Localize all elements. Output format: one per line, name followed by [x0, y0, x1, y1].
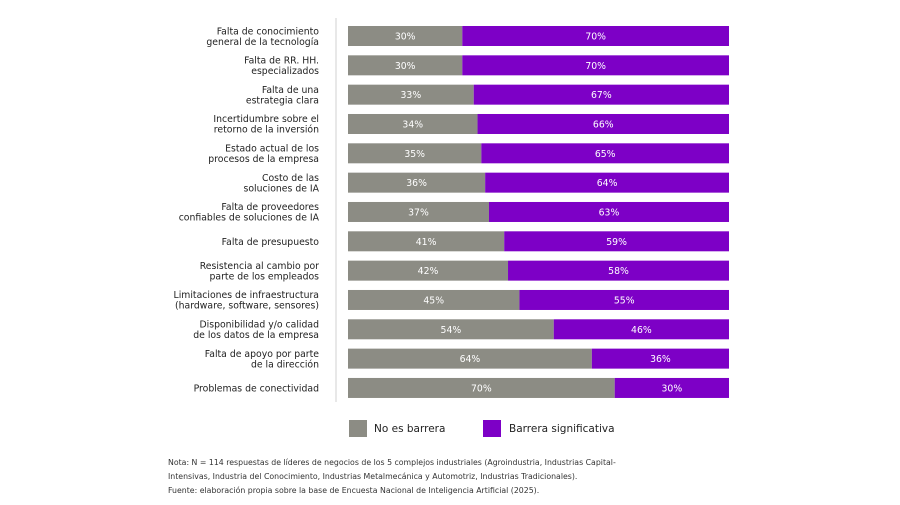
bar-no-es-barrera — [348, 113, 478, 134]
category-label: (hardware, software, sensores) — [175, 301, 319, 312]
data-label: 55% — [614, 295, 635, 306]
data-label: 66% — [593, 119, 614, 130]
bar-barrera-significativa — [504, 231, 729, 252]
bar-barrera-significativa — [473, 84, 729, 105]
bar-no-es-barrera — [348, 231, 505, 252]
bar-no-es-barrera — [348, 348, 592, 369]
data-label: 54% — [441, 325, 462, 336]
bar-no-es-barrera — [348, 377, 615, 398]
data-label: 30% — [395, 32, 416, 43]
category-label: Problemas de conectividad — [194, 383, 320, 394]
legend-label: No es barrera — [374, 423, 445, 435]
bar-no-es-barrera — [348, 319, 554, 340]
legend-label: Barrera significativa — [509, 423, 615, 435]
bar-barrera-significativa — [477, 113, 729, 134]
category-label: general de la tecnología — [206, 37, 319, 48]
bar-barrera-significativa — [519, 289, 729, 310]
category-label: retorno de la inversión — [214, 125, 319, 136]
source-line: Fuente: elaboración propia sobre la base… — [168, 486, 540, 495]
bar-barrera-significativa — [481, 143, 729, 164]
data-label: 70% — [585, 61, 606, 72]
category-label: Falta de apoyo por parte — [205, 349, 320, 360]
category-label: Resistencia al cambio por — [200, 261, 319, 272]
category-label: Limitaciones de infraestructura — [174, 290, 319, 301]
data-label: 42% — [418, 266, 439, 277]
category-label: estrategia clara — [246, 95, 319, 106]
legend-swatch — [349, 420, 367, 437]
category-label: Disponibilidad y/o calidad — [199, 320, 319, 331]
category-label: Falta de RR. HH. — [244, 56, 319, 67]
bar-no-es-barrera — [348, 26, 463, 46]
bar-barrera-significativa — [462, 26, 729, 46]
bar-barrera-significativa — [488, 201, 729, 222]
bar-barrera-significativa — [591, 348, 729, 369]
data-label: 37% — [408, 207, 429, 218]
data-label: 67% — [591, 90, 612, 101]
data-label: 70% — [471, 383, 492, 394]
data-label: 30% — [395, 61, 416, 72]
bar-no-es-barrera — [348, 260, 509, 281]
note-line-1: Nota: N = 114 respuestas de líderes de n… — [168, 458, 616, 467]
category-label: procesos de la empresa — [208, 154, 319, 165]
bar-no-es-barrera — [348, 84, 474, 105]
bar-barrera-significativa — [485, 172, 729, 193]
category-label: Falta de presupuesto — [222, 237, 320, 248]
category-label: Costo de las — [262, 173, 319, 184]
data-label: 45% — [423, 295, 444, 306]
bar-barrera-significativa — [614, 377, 729, 398]
data-label: 64% — [460, 354, 481, 365]
bar-no-es-barrera — [348, 289, 520, 310]
category-label: Falta de proveedores — [221, 202, 319, 213]
category-label: Falta de una — [262, 85, 319, 96]
data-label: 35% — [404, 149, 425, 160]
category-label: soluciones de IA — [244, 183, 320, 194]
bar-barrera-significativa — [462, 55, 729, 76]
data-label: 46% — [631, 325, 652, 336]
data-label: 70% — [585, 32, 606, 43]
legend-swatch — [483, 420, 501, 437]
data-label: 36% — [406, 178, 427, 189]
bar-barrera-significativa — [553, 319, 729, 340]
note-line-2: Intensivas, Industria del Conocimiento, … — [168, 472, 578, 481]
data-label: 34% — [402, 119, 423, 130]
data-label: 30% — [662, 383, 683, 394]
bar-no-es-barrera — [348, 201, 489, 222]
data-label: 41% — [416, 237, 437, 248]
data-label: 59% — [606, 237, 627, 248]
category-label: confiables de soluciones de IA — [179, 213, 320, 224]
bar-no-es-barrera — [348, 55, 463, 76]
data-label: 58% — [608, 266, 629, 277]
category-label: parte de los empleados — [210, 271, 320, 282]
category-label: Incertidumbre sobre el — [213, 114, 319, 125]
category-label: especializados — [251, 66, 319, 77]
category-label: de la dirección — [251, 359, 319, 370]
category-label: Estado actual de los — [225, 144, 319, 155]
data-label: 65% — [595, 149, 616, 160]
category-label: de los datos de la empresa — [193, 330, 319, 341]
bar-no-es-barrera — [348, 172, 486, 193]
data-label: 33% — [401, 90, 422, 101]
data-label: 63% — [599, 207, 620, 218]
bar-no-es-barrera — [348, 143, 482, 164]
data-label: 64% — [597, 178, 618, 189]
data-label: 36% — [650, 354, 671, 365]
bar-barrera-significativa — [508, 260, 729, 281]
category-label: Falta de conocimiento — [217, 26, 320, 37]
